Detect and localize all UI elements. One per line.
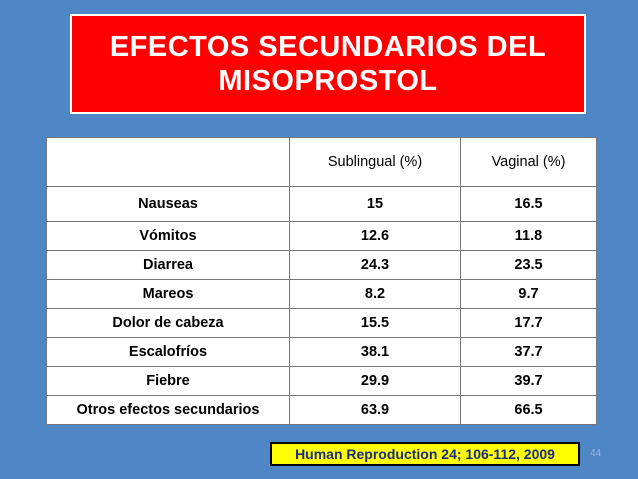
table-row: Nauseas 15 16.5	[46, 186, 597, 222]
sublingual-value: 29.9	[289, 366, 461, 396]
sublingual-value: 15	[289, 186, 461, 222]
slide-page-number: 44	[590, 448, 602, 459]
vaginal-value: 16.5	[460, 186, 597, 222]
header-cell-empty	[46, 137, 290, 187]
vaginal-value: 37.7	[460, 337, 597, 367]
table-row: Mareos 8.2 9.7	[46, 279, 597, 309]
row-label: Escalofríos	[46, 337, 290, 367]
sublingual-value: 63.9	[289, 395, 461, 425]
citation-text: Human Reproduction 24; 106-112, 2009	[295, 446, 555, 462]
table-row: Escalofríos 38.1 37.7	[46, 337, 597, 367]
row-label: Diarrea	[46, 250, 290, 280]
row-label: Mareos	[46, 279, 290, 309]
header-cell-vaginal: Vaginal (%)	[460, 137, 597, 187]
sublingual-value: 38.1	[289, 337, 461, 367]
row-label: Fiebre	[46, 366, 290, 396]
table-row: Vómitos 12.6 11.8	[46, 221, 597, 251]
row-label: Dolor de cabeza	[46, 308, 290, 338]
side-effects-table: Sublingual (%) Vaginal (%) Nauseas 15 16…	[46, 137, 597, 425]
row-label: Nauseas	[46, 186, 290, 222]
vaginal-value: 11.8	[460, 221, 597, 251]
header-cell-sublingual: Sublingual (%)	[289, 137, 461, 187]
vaginal-value: 66.5	[460, 395, 597, 425]
slide-title-line-1: EFECTOS SECUNDARIOS DEL	[109, 31, 547, 63]
sublingual-value: 8.2	[289, 279, 461, 309]
sublingual-value: 24.3	[289, 250, 461, 280]
citation-box: Human Reproduction 24; 106-112, 2009	[270, 442, 580, 466]
table-row: Otros efectos secundarios 63.9 66.5	[46, 395, 597, 425]
table-row: Dolor de cabeza 15.5 17.7	[46, 308, 597, 338]
table-row: Diarrea 24.3 23.5	[46, 250, 597, 280]
table-row: Fiebre 29.9 39.7	[46, 366, 597, 396]
sublingual-value: 15.5	[289, 308, 461, 338]
row-label: Vómitos	[46, 221, 290, 251]
row-label: Otros efectos secundarios	[46, 395, 290, 425]
vaginal-value: 39.7	[460, 366, 597, 396]
vaginal-value: 17.7	[460, 308, 597, 338]
vaginal-value: 9.7	[460, 279, 597, 309]
vaginal-value: 23.5	[460, 250, 597, 280]
sublingual-value: 12.6	[289, 221, 461, 251]
slide-title-line-2: MISOPROSTOL	[218, 65, 438, 97]
table-header-row: Sublingual (%) Vaginal (%)	[46, 137, 597, 187]
slide-title-box: EFECTOS SECUNDARIOS DEL MISOPROSTOL	[70, 14, 586, 114]
